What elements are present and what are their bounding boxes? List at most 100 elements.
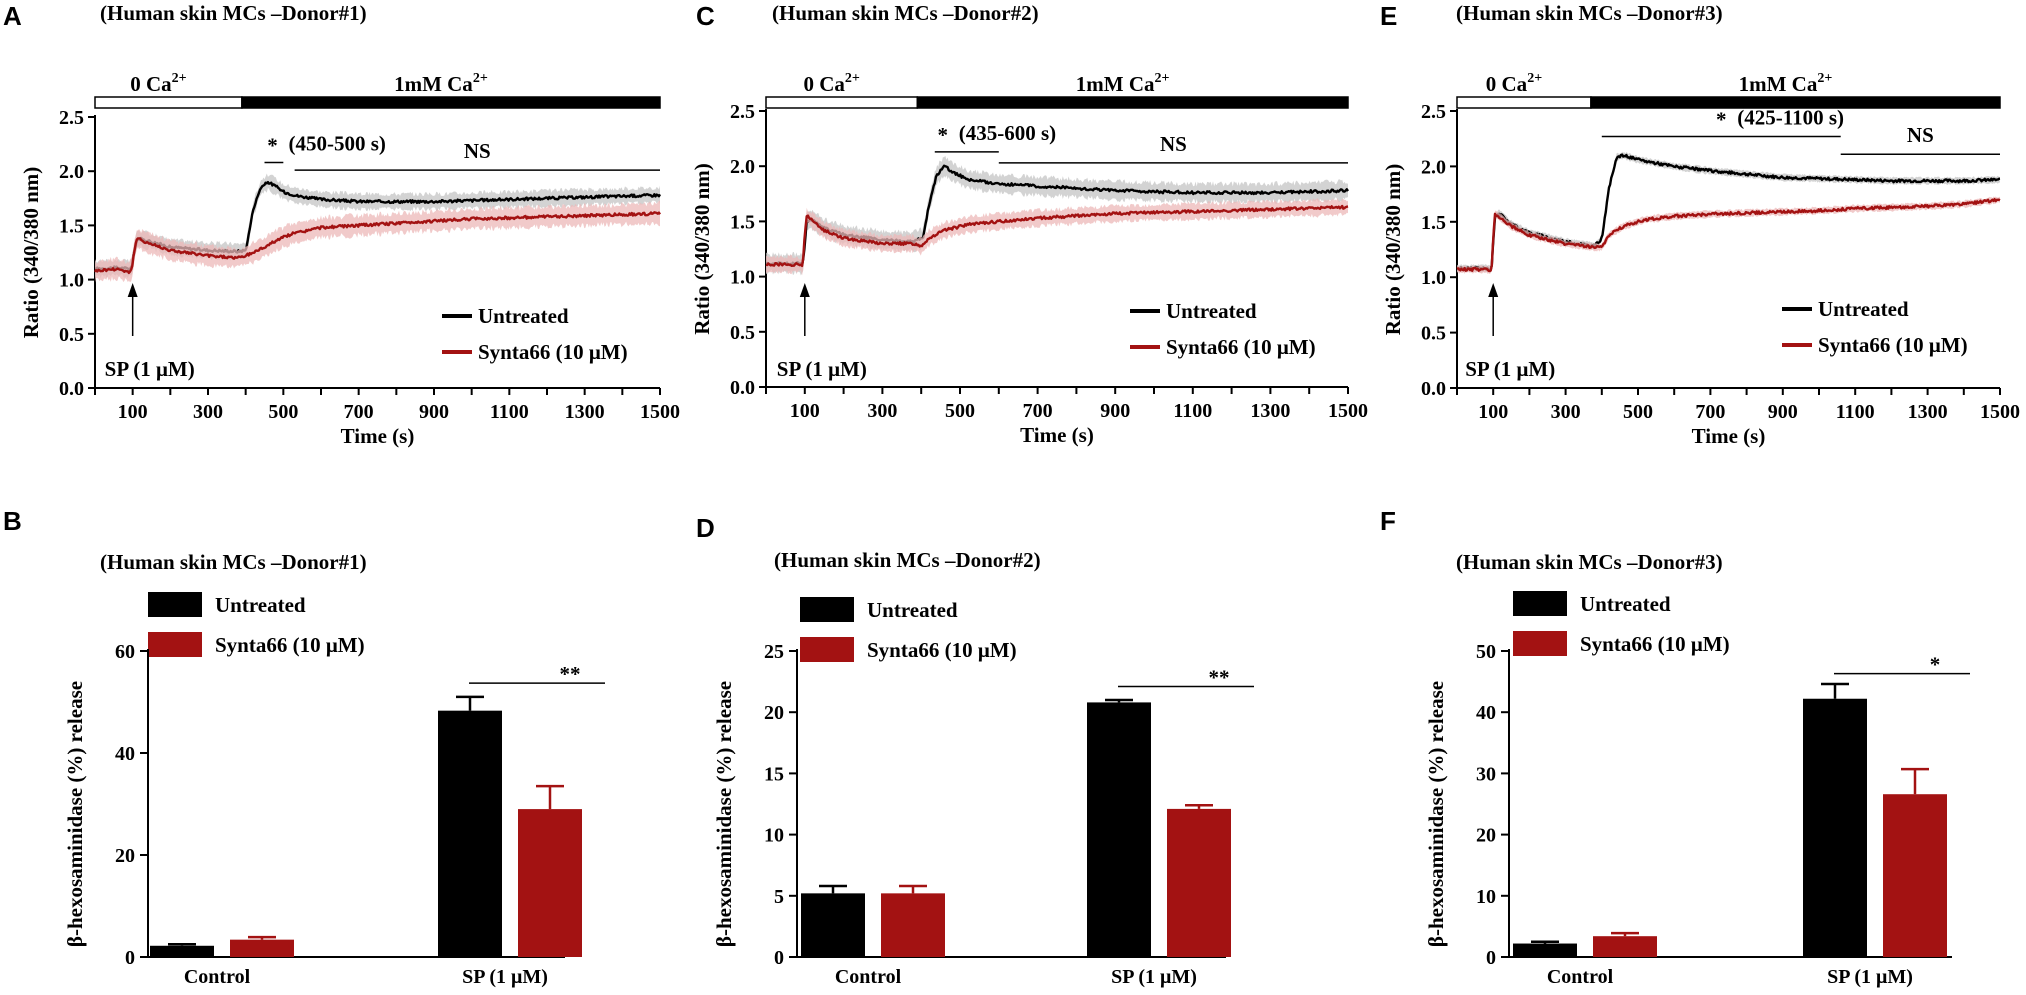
x-tick-label: 1500 bbox=[640, 401, 680, 423]
y-axis-title: β-hexosaminidase (%) release bbox=[63, 681, 87, 947]
x-tick-label: 100 bbox=[1478, 401, 1508, 423]
legend-swatch-untreated bbox=[800, 597, 854, 622]
x-tick-label: 700 bbox=[344, 401, 374, 423]
ca-condition-bar bbox=[241, 96, 661, 109]
legend-label-untreated: Untreated bbox=[1166, 299, 1257, 323]
panel-letter: D bbox=[696, 513, 715, 543]
y-tick-label: 20 bbox=[764, 702, 784, 724]
x-category-label: SP (1 μM) bbox=[1827, 966, 1913, 988]
y-axis-title: β-hexosaminidase (%) release bbox=[1424, 681, 1448, 947]
x-tick-label: 1100 bbox=[490, 401, 529, 423]
y-tick-label: 15 bbox=[764, 763, 784, 785]
y-tick-label: 0 bbox=[774, 947, 784, 969]
chart-title: (Human skin MCs –Donor#2) bbox=[772, 1, 1039, 25]
y-tick-label: 20 bbox=[1476, 825, 1496, 847]
x-tick-label: 1500 bbox=[1328, 400, 1368, 422]
legend-label-synta: Synta66 (10 μM) bbox=[1818, 333, 1968, 357]
bar-synta-control bbox=[881, 893, 945, 957]
ca-condition-bar bbox=[765, 96, 919, 109]
y-tick-label: 1.0 bbox=[1421, 267, 1446, 289]
y-tick-label: 0.0 bbox=[730, 377, 755, 399]
x-axis-title: Time (s) bbox=[1020, 423, 1094, 447]
ca-condition-bar bbox=[94, 96, 243, 109]
bar-synta-sp bbox=[1883, 794, 1947, 957]
ns-label: NS bbox=[1160, 132, 1187, 156]
y-tick-label: 0 bbox=[1486, 947, 1496, 969]
y-tick-label: 60 bbox=[115, 641, 135, 663]
x-tick-label: 1300 bbox=[1908, 401, 1948, 423]
bar-untreated-control bbox=[150, 945, 214, 957]
y-tick-label: 20 bbox=[115, 845, 135, 867]
x-tick-label: 100 bbox=[118, 401, 148, 423]
sem-band-synta bbox=[95, 200, 660, 283]
trace-synta bbox=[1456, 197, 2001, 273]
panel-letter: A bbox=[3, 1, 22, 31]
stimulus-label: SP (1 μM) bbox=[777, 357, 867, 381]
trace-synta bbox=[93, 211, 661, 275]
panel-letter: C bbox=[696, 1, 715, 31]
x-tick-label: 700 bbox=[1023, 400, 1053, 422]
x-tick-label: 300 bbox=[1551, 401, 1581, 423]
y-tick-label: 0.5 bbox=[59, 324, 84, 346]
ca-superscript: 2+ bbox=[473, 71, 488, 86]
y-tick-label: 40 bbox=[1476, 702, 1496, 724]
x-axis-title: Time (s) bbox=[1692, 424, 1766, 448]
y-tick-label: 1.5 bbox=[1421, 212, 1446, 234]
ca-superscript: 2+ bbox=[1527, 71, 1542, 86]
y-tick-label: 0.0 bbox=[59, 378, 84, 400]
ca-condition-text: 0 Ca bbox=[803, 72, 845, 96]
y-axis-title: Ratio (340/380 nm) bbox=[19, 167, 43, 339]
y-tick-label: 1.0 bbox=[59, 270, 84, 292]
y-tick-label: 2.0 bbox=[1421, 156, 1446, 178]
legend-label-untreated: Untreated bbox=[1580, 592, 1671, 616]
ca-condition-text: 0 Ca bbox=[130, 72, 172, 96]
stimulus-label: SP (1 μM) bbox=[105, 357, 195, 381]
x-tick-label: 1100 bbox=[1173, 400, 1212, 422]
legend-label-synta: Synta66 (10 μM) bbox=[215, 633, 365, 657]
ca-condition-label: 1mM Ca2+ bbox=[394, 71, 488, 96]
chart-title: (Human skin MCs –Donor#1) bbox=[100, 550, 367, 574]
y-tick-label: 0.5 bbox=[730, 322, 755, 344]
x-tick-label: 300 bbox=[867, 400, 897, 422]
legend-label-synta: Synta66 (10 μM) bbox=[1166, 335, 1316, 359]
x-tick-label: 300 bbox=[193, 401, 223, 423]
significance-stars: * bbox=[1930, 653, 1941, 677]
y-axis-title: Ratio (340/380 nm) bbox=[1381, 164, 1405, 336]
ca-condition-label: 1mM Ca2+ bbox=[1739, 71, 1833, 96]
y-tick-label: 2.0 bbox=[730, 156, 755, 178]
x-tick-label: 500 bbox=[268, 401, 298, 423]
bar-synta-sp bbox=[1167, 808, 1231, 957]
ca-superscript: 2+ bbox=[172, 71, 187, 86]
y-tick-label: 1.0 bbox=[730, 267, 755, 289]
y-tick-label: 2.5 bbox=[730, 101, 755, 123]
ca-condition-bar bbox=[1590, 96, 2001, 109]
ca-condition-label: 0 Ca2+ bbox=[130, 71, 186, 96]
sem-band-untreated bbox=[1457, 151, 2000, 274]
legend-swatch-untreated bbox=[1513, 591, 1567, 616]
x-tick-label: 1300 bbox=[1250, 400, 1290, 422]
stimulus-arrow-head bbox=[127, 283, 138, 297]
legend-label-synta: Synta66 (10 μM) bbox=[867, 638, 1017, 662]
x-tick-label: 900 bbox=[419, 401, 449, 423]
x-category-label: SP (1 μM) bbox=[1111, 966, 1197, 988]
bar-untreated-sp bbox=[1087, 702, 1151, 957]
stimulus-label: SP (1 μM) bbox=[1465, 357, 1555, 381]
ca-condition-text: 1mM Ca bbox=[1739, 72, 1818, 96]
y-axis-title: Ratio (340/380 nm) bbox=[690, 163, 714, 335]
ns-label: NS bbox=[464, 139, 491, 163]
x-tick-label: 1500 bbox=[1980, 401, 2020, 423]
y-tick-label: 25 bbox=[764, 641, 784, 663]
chart-title: (Human skin MCs –Donor#3) bbox=[1456, 550, 1723, 574]
y-tick-label: 0.0 bbox=[1421, 378, 1446, 400]
y-tick-label: 2.5 bbox=[1421, 101, 1446, 123]
bar-synta-control bbox=[1593, 936, 1657, 957]
significance-star: * bbox=[267, 134, 278, 158]
ca-condition-label: 0 Ca2+ bbox=[1486, 71, 1542, 96]
significance-star: * bbox=[938, 123, 949, 147]
trace-synta bbox=[765, 204, 1349, 268]
ca-superscript: 2+ bbox=[1155, 71, 1170, 86]
legend-label-untreated: Untreated bbox=[215, 593, 306, 617]
bar-untreated-control bbox=[801, 893, 865, 957]
legend-label-untreated: Untreated bbox=[1818, 297, 1909, 321]
significance-stars: ** bbox=[1209, 665, 1230, 689]
